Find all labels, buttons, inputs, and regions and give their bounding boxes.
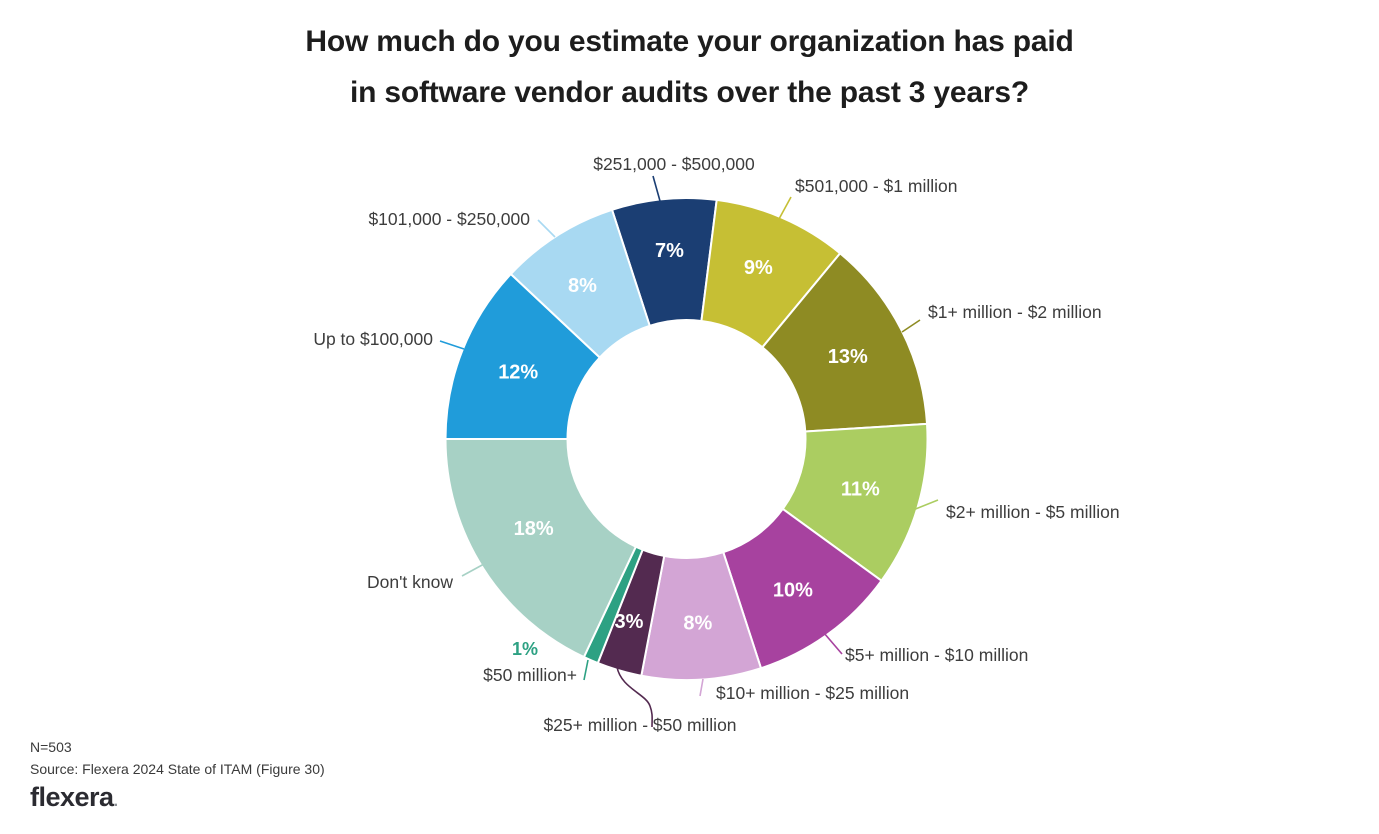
slice-category-label-5: $10+ million - $25 million [716,683,909,703]
slice-leader-line-0 [652,175,661,202]
slice-pct-label-4: 10% [773,579,813,601]
donut-slice-8 [444,438,637,659]
slice-leader-line-7 [583,659,589,681]
slice-category-label-3: $2+ million - $5 million [946,502,1120,522]
slice-leader-line-3 [912,499,939,511]
slice-leader-line-2 [901,319,921,333]
slice-leader-line-5 [699,678,704,697]
slice-leader-line-4 [823,632,843,655]
slice-pct-label-1: 9% [744,257,773,279]
chart-title-line-1: How much do you estimate your organizati… [305,25,1074,58]
slice-pct-label-10: 8% [568,275,597,297]
slice-pct-label-7: 1% [512,639,538,659]
slice-category-label-6: $25+ million - $50 million [543,715,736,735]
flexera-logo: flexera. [30,784,325,815]
slice-category-label-2: $1+ million - $2 million [928,302,1102,322]
slice-category-label-10: $101,000 - $250,000 [368,209,530,229]
slice-pct-label-5: 8% [683,613,712,635]
slice-category-label-8: Don't know [367,572,453,592]
slice-leader-line-10 [537,219,556,238]
donut-slice-2 [761,252,929,433]
chart-title-line-2: in software vendor audits over the past … [350,76,1029,109]
slice-leader-line-8 [461,563,485,577]
chart-footer: N=503 Source: Flexera 2024 State of ITAM… [30,736,325,815]
slice-pct-label-3: 11% [841,478,880,500]
slice-leader-line-6 [616,666,653,728]
flexera-logo-text: flexera [30,782,114,812]
chart-title: How much do you estimate your organizati… [0,16,1379,118]
slice-pct-label-2: 13% [828,346,868,368]
donut-slice-10 [509,208,651,359]
slice-category-label-4: $5+ million - $10 million [845,645,1028,665]
source-note: Source: Flexera 2024 State of ITAM (Figu… [30,761,325,777]
slice-category-label-1: $501,000 - $1 million [795,176,957,196]
slice-pct-label-8: 18% [514,518,554,540]
slice-pct-label-9: 12% [498,361,538,383]
slice-pct-label-6: 3% [615,611,644,633]
donut-slice-9 [444,273,601,440]
flexera-logo-dot: . [113,793,118,810]
slice-category-label-0: $251,000 - $500,000 [593,154,755,174]
slice-leader-line-9 [439,340,465,350]
sample-size-note: N=503 [30,739,72,755]
slice-pct-label-0: 7% [655,240,684,262]
slice-category-label-9: Up to $100,000 [313,329,433,349]
slice-leader-line-1 [778,196,792,220]
slice-category-label-7: $50 million+ [483,665,577,685]
